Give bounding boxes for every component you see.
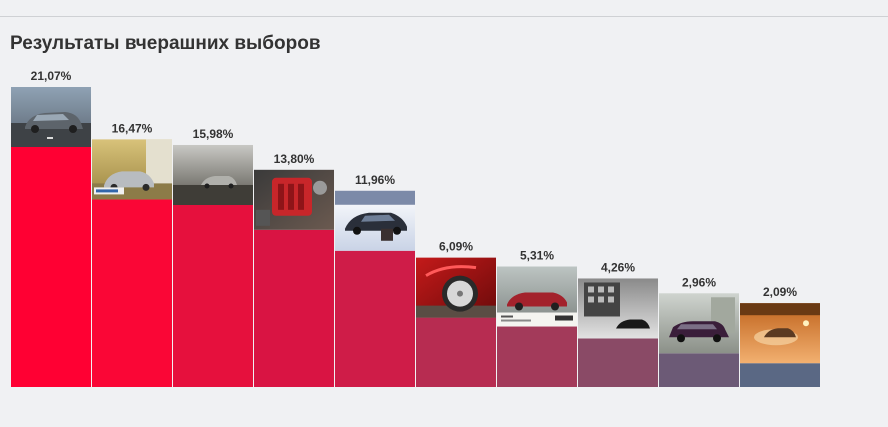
bar-2 — [92, 199, 172, 387]
bars — [11, 147, 820, 387]
photo-red-car-wheel — [416, 257, 496, 318]
photo-night-drift — [740, 303, 820, 364]
bar-photos — [11, 87, 820, 364]
value-label-8: 4,26% — [601, 260, 635, 274]
photo-silver-car-field — [173, 144, 253, 205]
value-label-6: 6,09% — [439, 240, 473, 254]
top-divider — [0, 16, 888, 17]
value-label-1: 21,07% — [31, 69, 72, 83]
bar-8 — [578, 338, 658, 387]
value-label-7: 5,31% — [520, 249, 554, 263]
value-labels: 21,07% 16,47% 15,98% 13,80% 11,96% 6,09% 5,31%… — [31, 69, 798, 299]
bar-3 — [173, 204, 253, 387]
photo-purple-sedan — [659, 293, 739, 354]
bar-4 — [254, 229, 334, 387]
value-label-3: 15,98% — [193, 127, 234, 141]
bar-6 — [416, 317, 496, 387]
photo-bw-building-car — [578, 278, 658, 339]
photo-silver-hatchback — [92, 139, 172, 200]
bar-1 — [11, 147, 91, 387]
photo-grey-sedan — [11, 87, 91, 147]
photo-dark-car-snow — [335, 190, 415, 251]
page-title: Результаты вчерашних выборов — [10, 33, 321, 54]
bar-5 — [335, 250, 415, 387]
photo-engine-bay — [254, 169, 334, 230]
bar-9 — [659, 353, 739, 387]
value-label-5: 11,96% — [355, 173, 395, 187]
bar-7 — [497, 326, 577, 387]
value-label-4: 13,80% — [274, 152, 315, 166]
bar-10 — [740, 363, 820, 387]
value-label-2: 16,47% — [112, 121, 153, 135]
photo-red-sedan-magazine — [497, 266, 577, 327]
value-label-10: 2,09% — [763, 285, 797, 299]
value-label-9: 2,96% — [682, 275, 716, 289]
